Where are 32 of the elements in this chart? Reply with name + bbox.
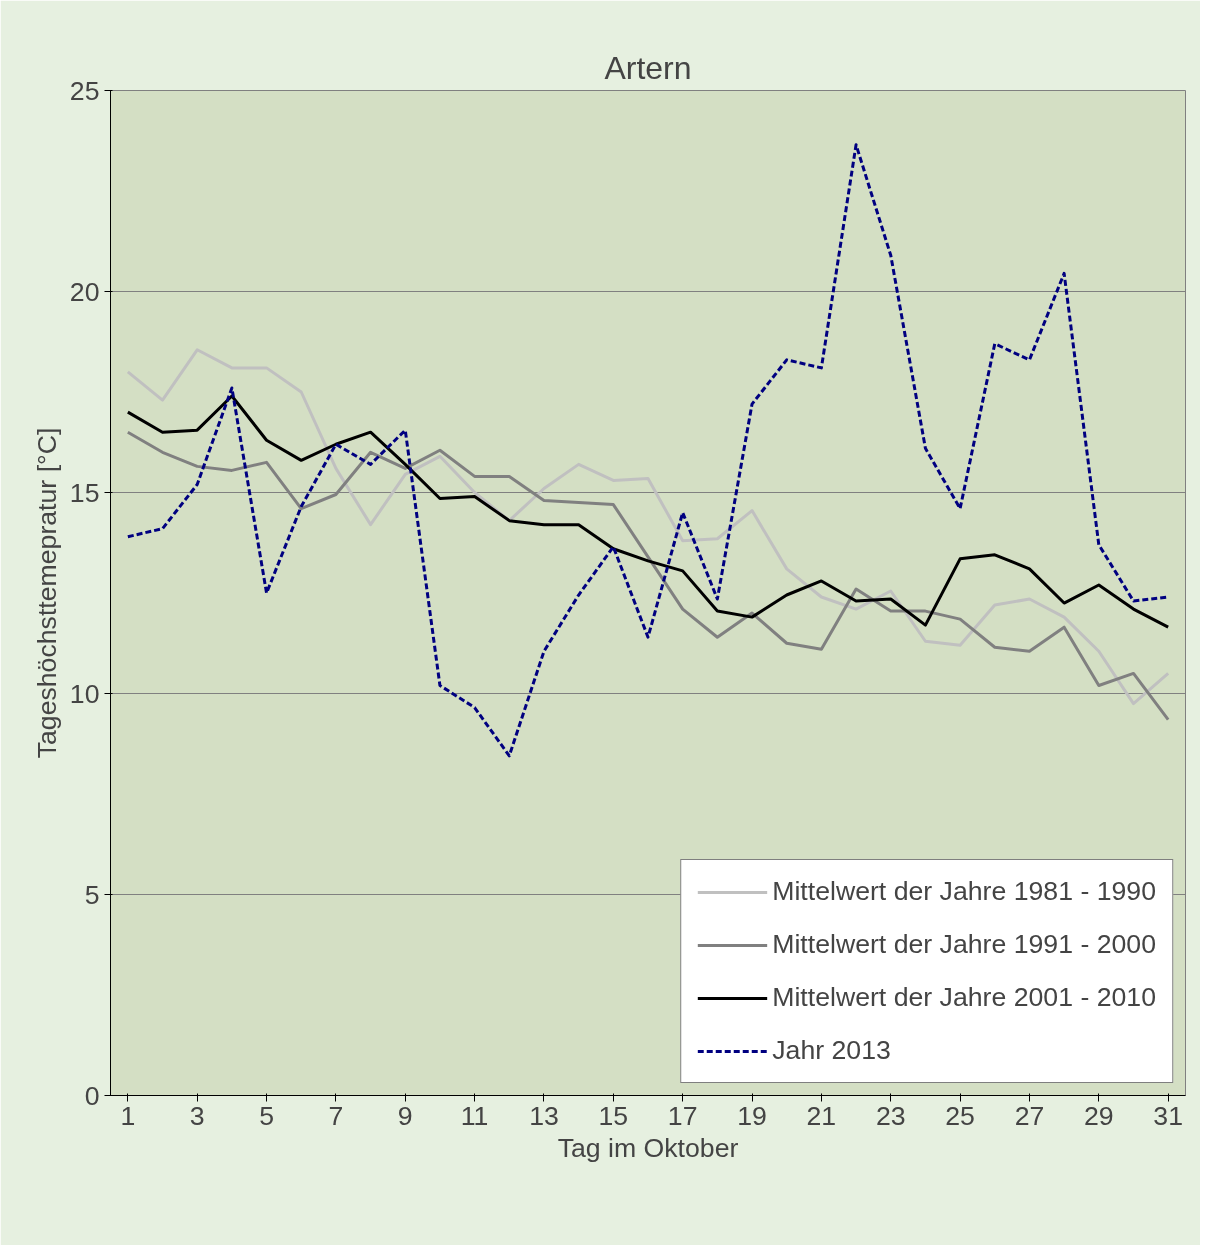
x-tick-label: 9 <box>397 1100 413 1131</box>
y-axis-title: Tageshöchsttemepratur [°C] <box>31 427 62 759</box>
y-tick-label: 5 <box>84 879 100 910</box>
legend-label: Mittelwert der Jahre 1991 - 2000 <box>772 929 1156 960</box>
x-tick-label: 27 <box>1014 1100 1045 1131</box>
y-tick-label: 20 <box>69 276 100 307</box>
legend-label: Mittelwert der Jahre 1981 - 1990 <box>772 876 1156 907</box>
x-tick-label: 5 <box>259 1100 274 1131</box>
x-tick-label: 31 <box>1153 1100 1183 1131</box>
chart-title: Artern <box>604 49 692 86</box>
y-tick-label: 0 <box>84 1080 100 1111</box>
x-tick-label: 21 <box>806 1100 837 1131</box>
x-tick-label: 1 <box>120 1100 136 1131</box>
x-tick-label: 29 <box>1083 1100 1114 1131</box>
x-tick-label: 23 <box>875 1100 906 1131</box>
x-tick-label: 19 <box>737 1100 767 1131</box>
legend-label: Mittelwert der Jahre 2001 - 2010 <box>772 982 1156 1013</box>
x-tick-label: 11 <box>460 1100 489 1131</box>
x-tick-label: 25 <box>945 1100 975 1131</box>
y-tick-label: 15 <box>69 477 100 508</box>
x-tick-label: 7 <box>328 1100 344 1131</box>
x-axis-title: Tag im Oktober <box>557 1132 739 1163</box>
line-series <box>126 430 1170 722</box>
x-tick-label: 15 <box>598 1100 629 1131</box>
x-tick-label: 17 <box>667 1100 698 1131</box>
legend-label: Jahr 2013 <box>772 1035 891 1066</box>
x-tick-label: 13 <box>529 1100 559 1131</box>
line-series <box>126 394 1170 629</box>
y-tick-label: 25 <box>69 75 100 106</box>
x-tick-label: 3 <box>189 1100 205 1131</box>
line-series <box>126 348 1170 706</box>
y-tick-label: 10 <box>69 678 100 709</box>
